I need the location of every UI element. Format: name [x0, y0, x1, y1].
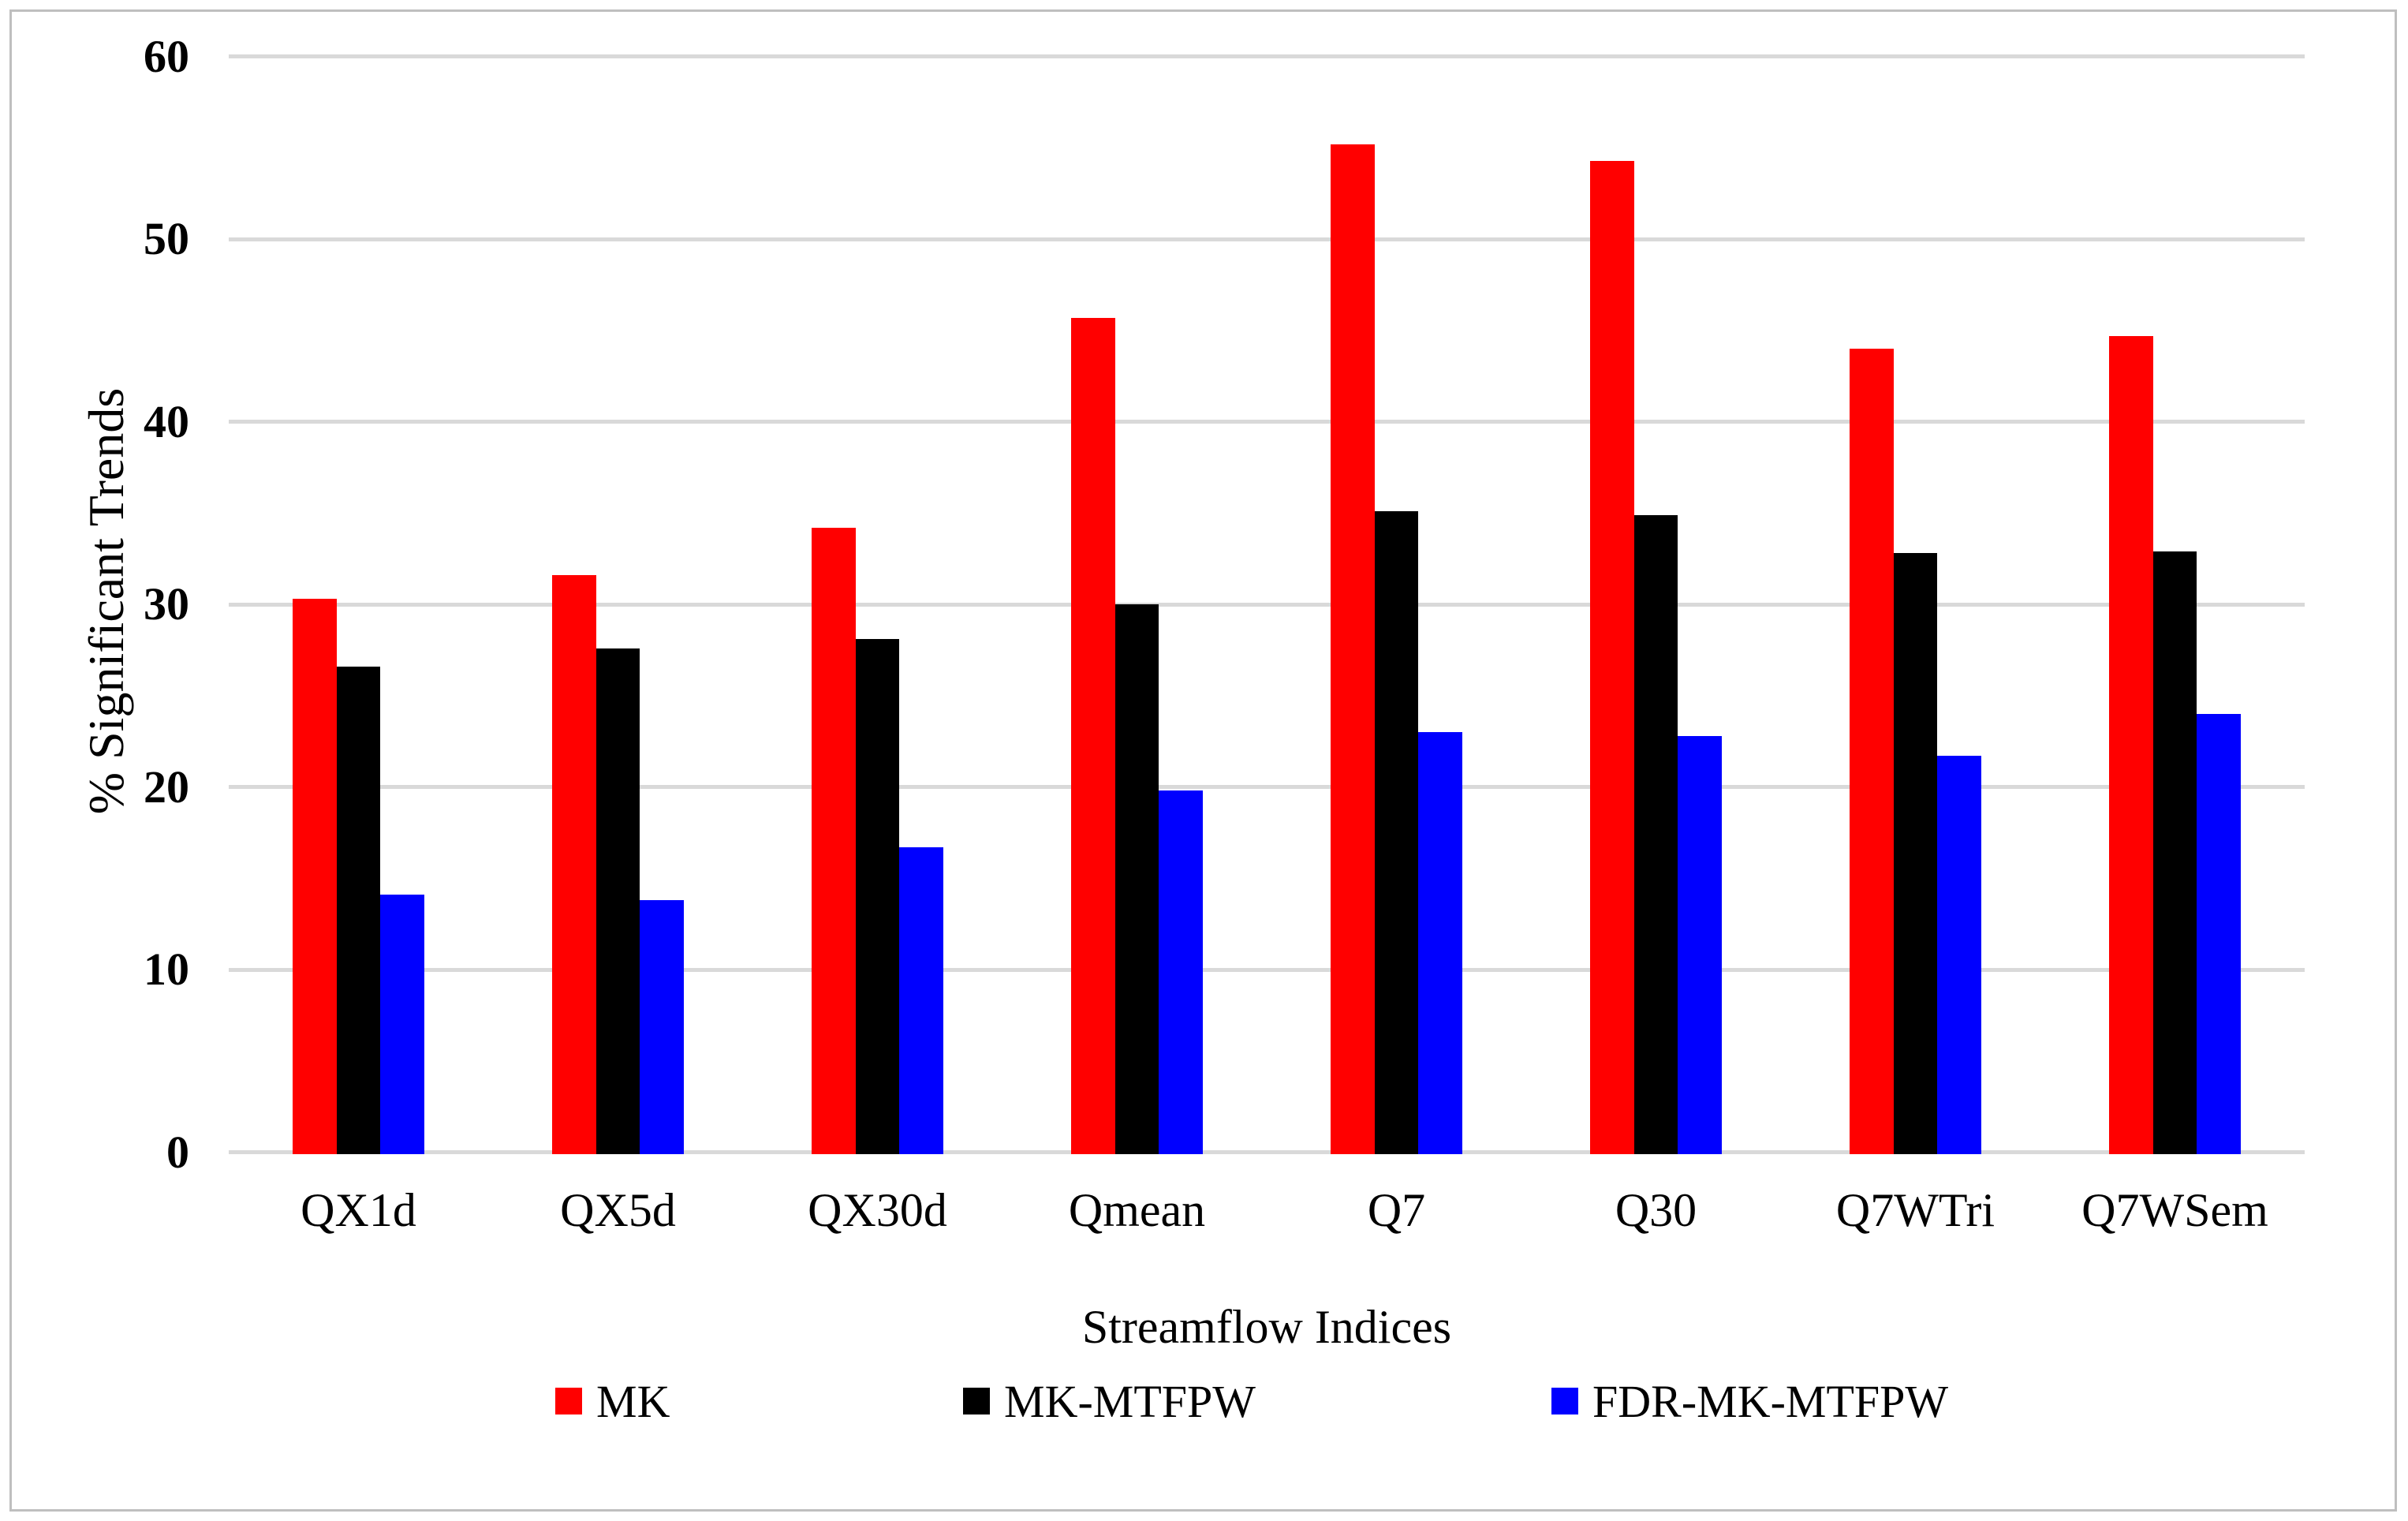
- bar-fdr-mk-mtfpw-qx30d: [899, 847, 943, 1154]
- bar-mk-mtfpw-q7: [1374, 511, 1419, 1154]
- gridline-y-60: [229, 54, 2305, 58]
- gridline-y-50: [229, 237, 2305, 241]
- gridline-y-30: [229, 602, 2305, 607]
- bar-fdr-mk-mtfpw-qmean: [1159, 790, 1203, 1154]
- x-tick-label-q7: Q7: [1367, 1184, 1426, 1236]
- bar-mk-qmean: [1071, 317, 1115, 1154]
- y-tick-label-30: 30: [144, 578, 189, 630]
- bar-mk-mtfpw-qx30d: [855, 639, 900, 1154]
- bar-mk-q30: [1590, 160, 1634, 1154]
- bar-mk-q7wsem: [2109, 335, 2153, 1154]
- fdr-mk-mtfpw-legend-swatch: [1551, 1388, 1578, 1414]
- bar-fdr-mk-mtfpw-q7wtri: [1937, 756, 1981, 1154]
- x-axis-title: Streamflow Indices: [1081, 1301, 1452, 1353]
- y-tick-label-10: 10: [144, 944, 189, 995]
- gridline-y-40: [229, 420, 2305, 424]
- legend-item-mk: MK: [555, 1376, 670, 1427]
- bar-fdr-mk-mtfpw-q30: [1678, 735, 1722, 1154]
- x-tick-label-q7wsem: Q7WSem: [2081, 1184, 2268, 1236]
- x-tick-label-q30: Q30: [1615, 1184, 1697, 1236]
- legend-item-mk-mtfpw: MK-MTFPW: [963, 1376, 1256, 1427]
- bar-fdr-mk-mtfpw-qx5d: [640, 900, 684, 1154]
- y-tick-label-60: 60: [144, 30, 189, 82]
- bar-mk-q7wtri: [1850, 349, 1894, 1154]
- bar-mk-mtfpw-qmean: [1114, 604, 1159, 1154]
- gridline-y-20: [229, 785, 2305, 789]
- x-tick-label-q7wtri: Q7WTri: [1835, 1184, 1995, 1236]
- y-tick-label-20: 20: [144, 760, 189, 813]
- bar-fdr-mk-mtfpw-q7wsem: [2197, 714, 2241, 1154]
- bar-mk-qx30d: [812, 527, 856, 1154]
- bar-mk-mtfpw-q30: [1633, 514, 1678, 1154]
- x-tick-label-qx5d: QX5d: [560, 1184, 676, 1236]
- x-tick-label-qx1d: QX1d: [301, 1184, 416, 1236]
- gridline-y-0: [229, 1150, 2305, 1154]
- x-tick-label-qx30d: QX30d: [808, 1184, 947, 1236]
- mk-legend-swatch: [555, 1388, 582, 1414]
- bar-mk-qx1d: [293, 599, 337, 1154]
- bar-mk-q7: [1331, 144, 1375, 1154]
- bar-mk-qx5d: [552, 575, 596, 1154]
- x-tick-label-qmean: Qmean: [1068, 1184, 1206, 1236]
- bar-mk-mtfpw-qx5d: [595, 648, 640, 1154]
- mk-mtfpw-legend-swatch: [963, 1388, 990, 1414]
- gridline-y-10: [229, 967, 2305, 972]
- bar-fdr-mk-mtfpw-q7: [1418, 732, 1462, 1154]
- legend-item-fdr-mk-mtfpw: FDR-MK-MTFPW: [1551, 1376, 1948, 1427]
- bar-mk-mtfpw-q7wsem: [2152, 551, 2197, 1154]
- y-tick-label-40: 40: [144, 395, 189, 447]
- mk-mtfpw-legend-label: MK-MTFPW: [1004, 1375, 1256, 1427]
- y-axis-title: % Significant Trends: [78, 387, 134, 815]
- y-tick-label-0: 0: [166, 1126, 189, 1178]
- fdr-mk-mtfpw-legend-label: FDR-MK-MTFPW: [1592, 1375, 1949, 1427]
- bar-mk-mtfpw-q7wtri: [1893, 553, 1938, 1154]
- bar-mk-mtfpw-qx1d: [336, 666, 381, 1154]
- mk-legend-label: MK: [596, 1375, 670, 1427]
- bar-fdr-mk-mtfpw-qx1d: [380, 895, 424, 1154]
- y-tick-label-50: 50: [144, 213, 189, 264]
